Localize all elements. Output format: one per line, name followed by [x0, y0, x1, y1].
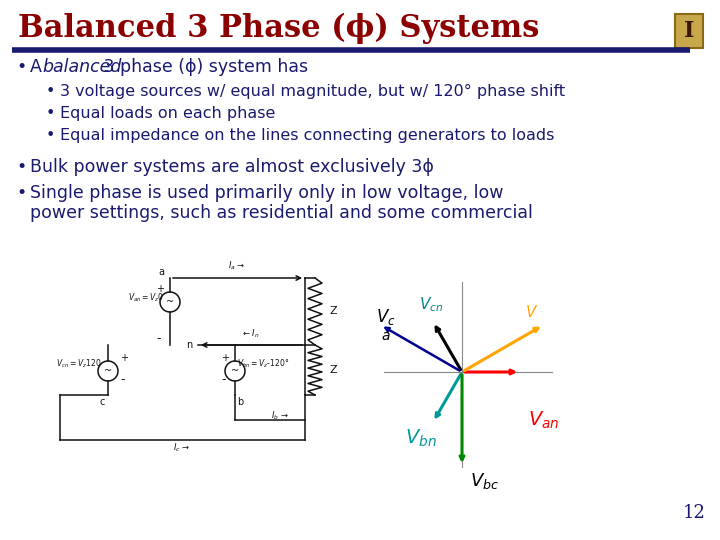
Text: A: A — [30, 58, 48, 76]
Text: power settings, such as residential and some commercial: power settings, such as residential and … — [30, 204, 533, 222]
Text: Z: Z — [329, 307, 337, 316]
Text: Single phase is used primarily only in low voltage, low: Single phase is used primarily only in l… — [30, 184, 503, 202]
Bar — [675, 14, 703, 48]
Text: $V_{bn}=V_z$-120°: $V_{bn}=V_z$-120° — [237, 358, 289, 370]
Text: Balanced 3 Phase (ϕ) Systems: Balanced 3 Phase (ϕ) Systems — [18, 13, 539, 44]
Text: •: • — [16, 158, 26, 176]
Text: Z: Z — [329, 365, 337, 375]
Text: $V_{cn}=V_z120$: $V_{cn}=V_z120$ — [56, 358, 102, 370]
Text: Equal loads on each phase: Equal loads on each phase — [60, 106, 275, 121]
Text: •: • — [16, 58, 26, 76]
Text: -: - — [221, 373, 225, 386]
Text: $V_{an}=V_z0$: $V_{an}=V_z0$ — [128, 291, 164, 303]
Text: $V_{bc}$: $V_{bc}$ — [470, 471, 499, 491]
Text: n: n — [186, 340, 192, 350]
Text: $V_c$: $V_c$ — [376, 307, 396, 327]
Text: ~: ~ — [104, 366, 112, 376]
Text: $I_c$ →: $I_c$ → — [174, 441, 191, 454]
Text: c: c — [100, 397, 105, 407]
Text: •: • — [16, 184, 26, 202]
Text: •: • — [46, 84, 55, 99]
Text: $V_{bn}$: $V_{bn}$ — [405, 427, 437, 449]
Text: $a$: $a$ — [381, 329, 391, 343]
Text: ~: ~ — [166, 297, 174, 307]
Text: $I_a$ →: $I_a$ → — [228, 260, 246, 272]
Text: I: I — [684, 20, 694, 42]
Text: balanced: balanced — [42, 58, 122, 76]
Text: $V_{cn}$: $V_{cn}$ — [419, 295, 443, 314]
Text: $V$: $V$ — [525, 304, 538, 320]
Text: Bulk power systems are almost exclusively 3ϕ: Bulk power systems are almost exclusivel… — [30, 158, 434, 176]
Text: 3 voltage sources w/ equal magnitude, but w/ 120° phase shift: 3 voltage sources w/ equal magnitude, bu… — [60, 84, 565, 99]
Text: +: + — [120, 353, 128, 363]
Text: 3 phase (ϕ) system has: 3 phase (ϕ) system has — [98, 58, 308, 76]
Text: •: • — [46, 128, 55, 143]
Text: -: - — [120, 373, 125, 386]
Text: +: + — [156, 284, 164, 294]
Text: $I_b$ →: $I_b$ → — [271, 409, 289, 422]
Text: ~: ~ — [231, 366, 239, 376]
Text: ← $I_n$: ← $I_n$ — [242, 327, 260, 340]
Text: 12: 12 — [683, 504, 706, 522]
Text: -: - — [156, 332, 161, 345]
Text: $V_{an}$: $V_{an}$ — [528, 409, 559, 431]
Text: b: b — [237, 397, 243, 407]
Text: +: + — [221, 353, 229, 363]
Text: •: • — [46, 106, 55, 121]
Text: a: a — [158, 267, 164, 277]
Text: Equal impedance on the lines connecting generators to loads: Equal impedance on the lines connecting … — [60, 128, 554, 143]
